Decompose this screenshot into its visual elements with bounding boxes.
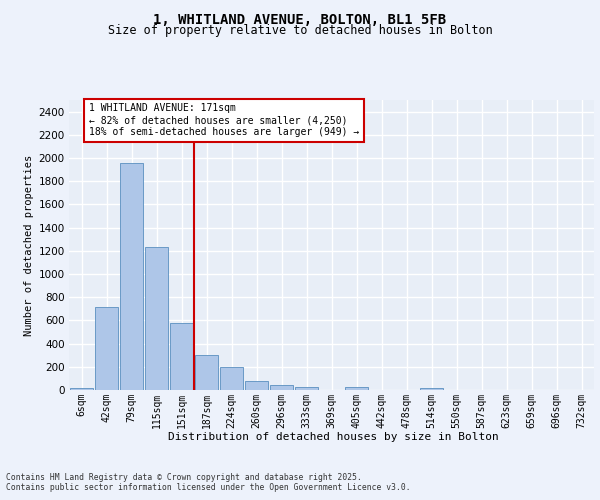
Text: 1, WHITLAND AVENUE, BOLTON, BL1 5FB: 1, WHITLAND AVENUE, BOLTON, BL1 5FB bbox=[154, 12, 446, 26]
Bar bbox=[295, 386, 318, 390]
Y-axis label: Number of detached properties: Number of detached properties bbox=[25, 154, 34, 336]
Text: Distribution of detached houses by size in Bolton: Distribution of detached houses by size … bbox=[167, 432, 499, 442]
Bar bbox=[170, 324, 193, 390]
Text: Contains HM Land Registry data © Crown copyright and database right 2025.
Contai: Contains HM Land Registry data © Crown c… bbox=[6, 472, 410, 492]
Text: 1 WHITLAND AVENUE: 171sqm
← 82% of detached houses are smaller (4,250)
18% of se: 1 WHITLAND AVENUE: 171sqm ← 82% of detac… bbox=[89, 104, 359, 136]
Bar bbox=[95, 307, 118, 390]
Bar bbox=[70, 388, 93, 390]
Bar bbox=[420, 388, 443, 390]
Bar bbox=[220, 367, 243, 390]
Bar bbox=[245, 380, 268, 390]
Bar bbox=[345, 386, 368, 390]
Text: Size of property relative to detached houses in Bolton: Size of property relative to detached ho… bbox=[107, 24, 493, 37]
Bar bbox=[120, 162, 143, 390]
Bar bbox=[195, 354, 218, 390]
Bar bbox=[145, 246, 168, 390]
Bar bbox=[270, 386, 293, 390]
